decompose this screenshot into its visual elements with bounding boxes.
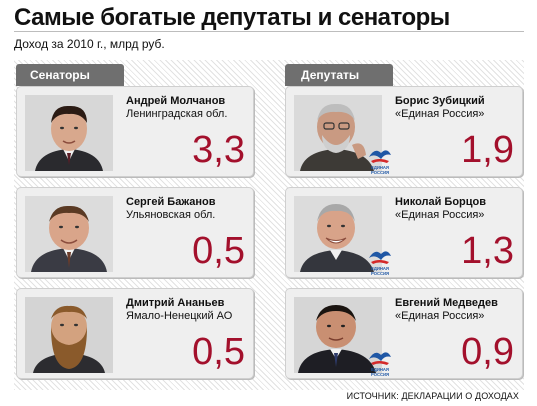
portrait-photo xyxy=(294,95,382,171)
logo-text: РОССИЯ xyxy=(371,271,389,276)
person-region: Ленинградская обл. xyxy=(126,108,228,120)
person-name: Борис Зубицкий xyxy=(395,95,485,107)
portrait-photo xyxy=(25,196,113,272)
person-name: Евгений Медведев xyxy=(395,297,498,309)
united-russia-logo: ЕДИНАЯ РОССИЯ xyxy=(369,352,391,377)
united-russia-logo: ЕДИНАЯ РОССИЯ xyxy=(369,150,391,175)
deputy-card: Николай Борцов «Единая Россия» 1,3 ЕДИНА… xyxy=(285,187,523,278)
logo-text: ЕДИНАЯ xyxy=(371,367,389,372)
senator-card: Андрей Молчанов Ленинградская обл. 3,3 xyxy=(16,86,254,177)
portrait-photo xyxy=(25,95,113,171)
portrait-photo xyxy=(25,297,113,373)
logo-text: РОССИЯ xyxy=(371,372,389,377)
person-party: «Единая Россия» xyxy=(395,209,485,221)
income-value: 0,5 xyxy=(192,331,245,373)
page-title: Самые богатые депутаты и сенаторы xyxy=(14,4,450,31)
deputy-card: Евгений Медведев «Единая Россия» 0,9 ЕДИ… xyxy=(285,288,523,379)
income-value: 3,3 xyxy=(192,129,245,171)
income-value: 0,9 xyxy=(461,331,514,373)
portrait-photo xyxy=(294,196,382,272)
person-region: Ямало-Ненецкий АО xyxy=(126,310,233,322)
senator-card: Дмитрий Ананьев Ямало-Ненецкий АО 0,5 xyxy=(16,288,254,379)
tab-deputies: Депутаты xyxy=(285,64,393,86)
person-name: Николай Борцов xyxy=(395,196,487,208)
income-value: 1,3 xyxy=(461,230,514,272)
title-rule xyxy=(14,31,524,32)
logo-text: РОССИЯ xyxy=(371,170,389,175)
page-subtitle: Доход за 2010 г., млрд руб. xyxy=(14,37,165,51)
person-region: Ульяновская обл. xyxy=(126,209,216,221)
source-footer: ИСТОЧНИК: ДЕКЛАРАЦИИ О ДОХОДАХ xyxy=(346,391,519,401)
person-party: «Единая Россия» xyxy=(395,310,485,322)
portrait-photo xyxy=(294,297,382,373)
deputy-card: Борис Зубицкий «Единая Россия» 1,9 ЕДИНА… xyxy=(285,86,523,177)
person-name: Сергей Бажанов xyxy=(126,196,216,208)
tab-senators: Сенаторы xyxy=(16,64,124,86)
person-name: Дмитрий Ананьев xyxy=(126,297,225,309)
income-value: 0,5 xyxy=(192,230,245,272)
united-russia-logo: ЕДИНАЯ РОССИЯ xyxy=(369,251,391,276)
logo-text: ЕДИНАЯ xyxy=(371,165,389,170)
senator-card: Сергей Бажанов Ульяновская обл. 0,5 xyxy=(16,187,254,278)
person-party: «Единая Россия» xyxy=(395,108,485,120)
income-value: 1,9 xyxy=(461,129,514,171)
logo-text: ЕДИНАЯ xyxy=(371,266,389,271)
person-name: Андрей Молчанов xyxy=(126,95,226,107)
